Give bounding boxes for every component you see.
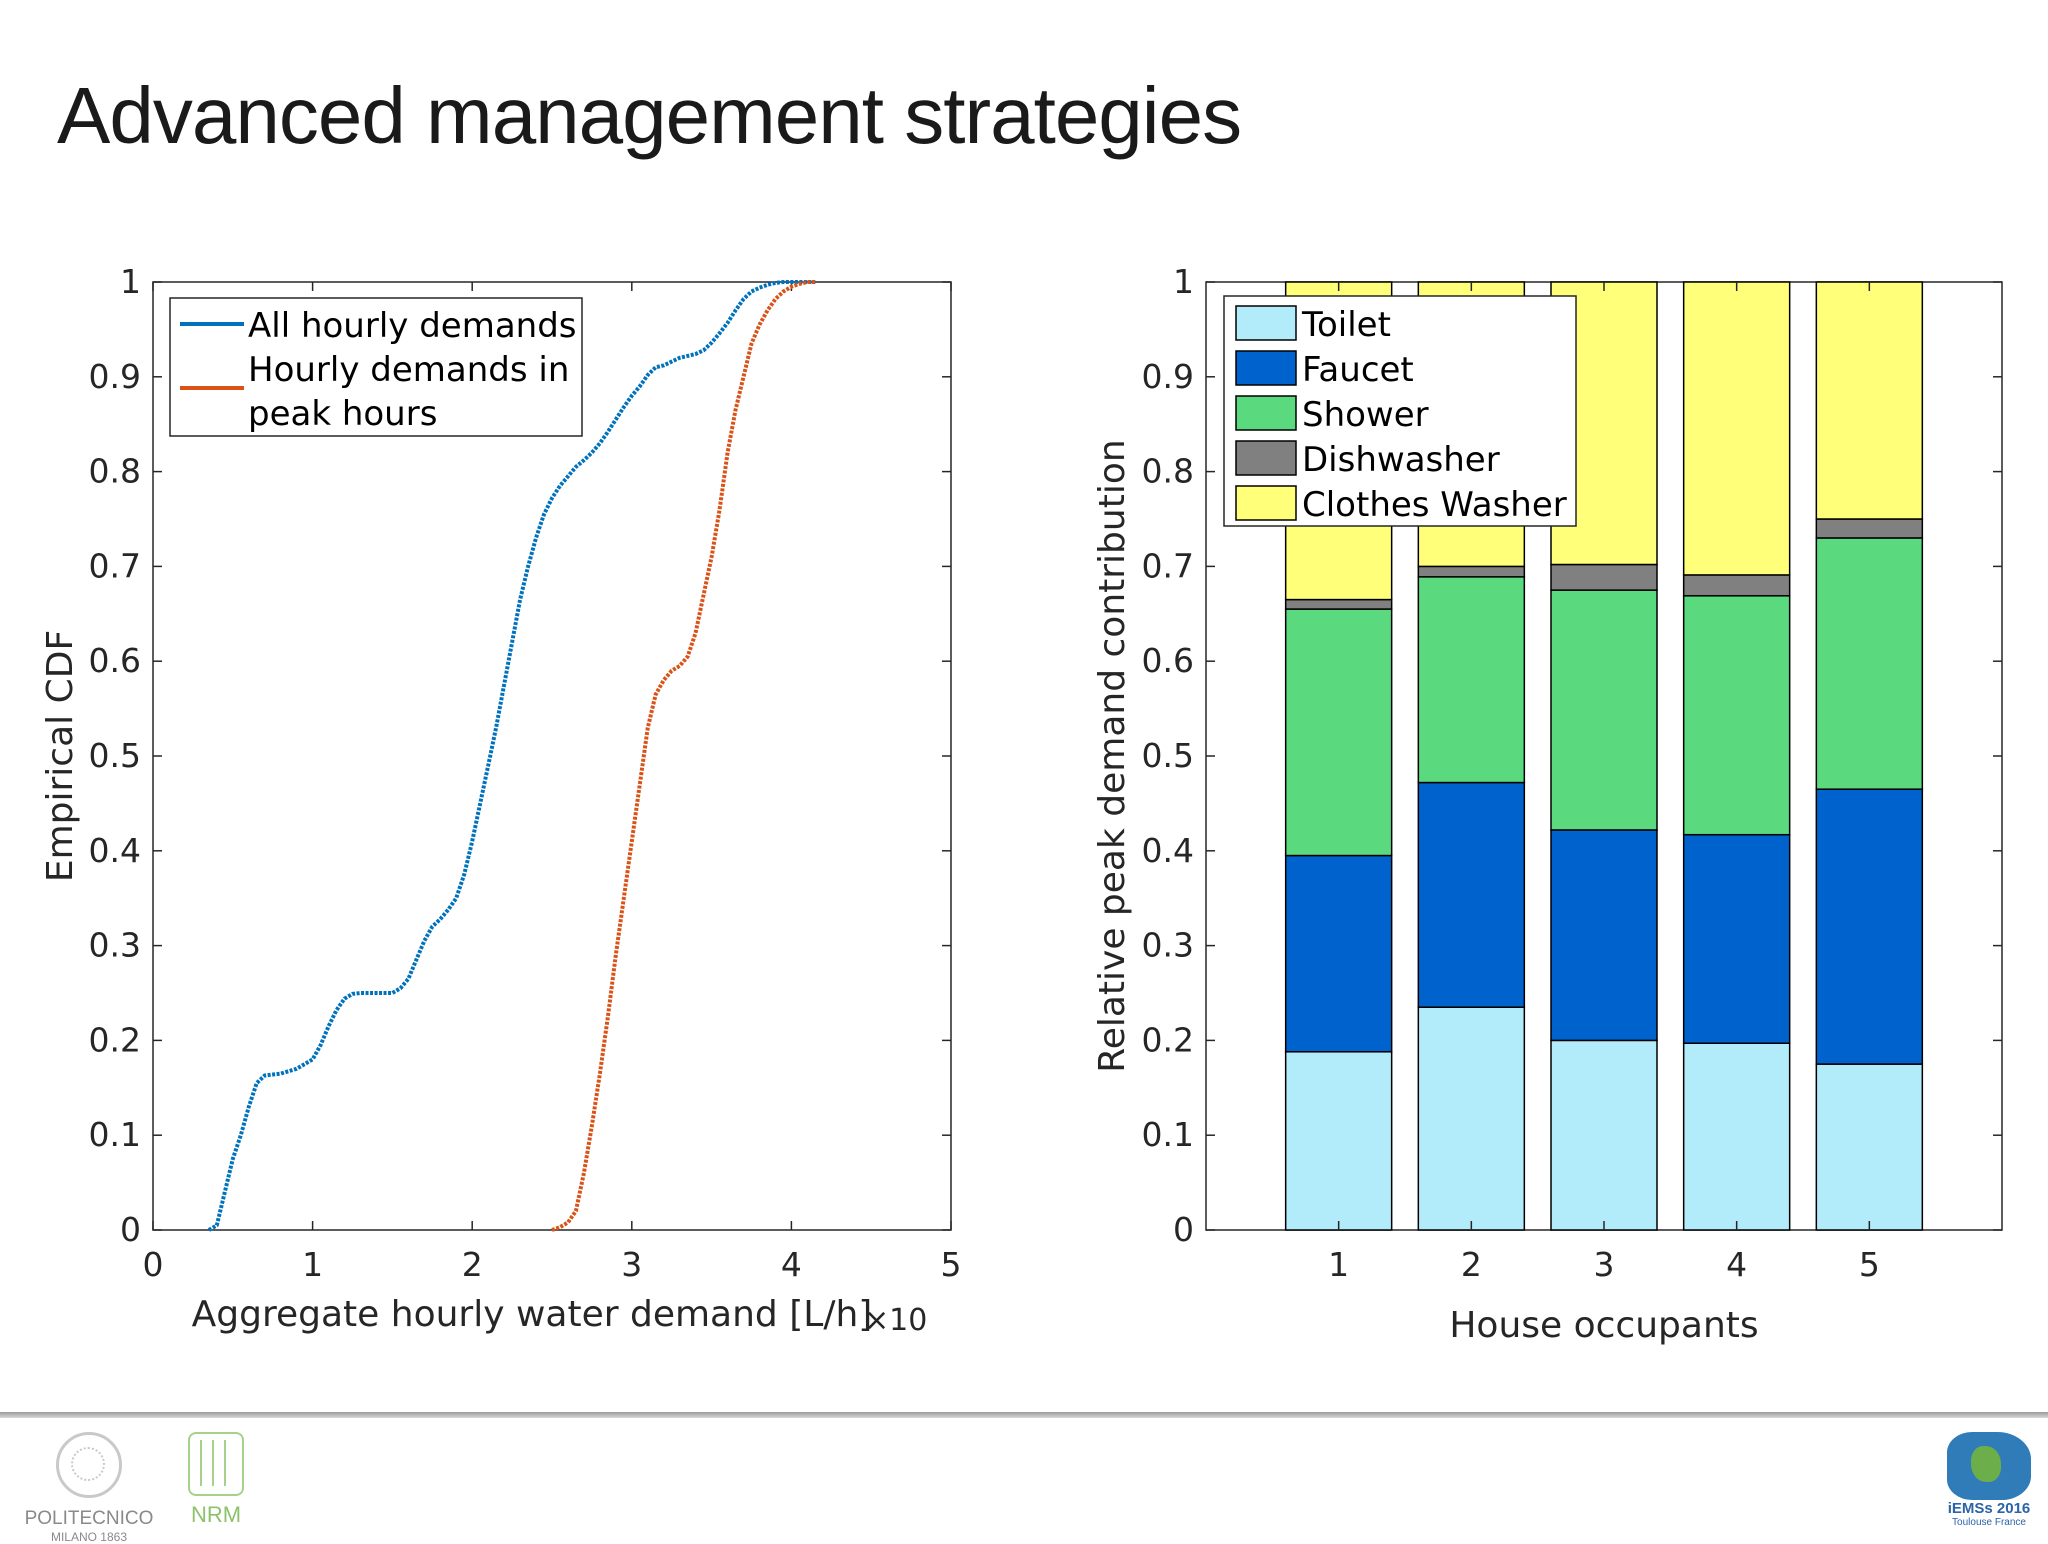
cdf-y-tick-label: 0.2 xyxy=(89,1020,141,1059)
bar-segment-clothes-washer xyxy=(1682,281,1791,576)
cdf-x-tick-label: 4 xyxy=(781,1245,802,1284)
cdf-legend xyxy=(169,297,583,437)
bar-y-tick-label: 1 xyxy=(1173,262,1194,301)
politecnico-logo: POLITECNICO MILANO 1863 xyxy=(14,1428,164,1544)
bar-y-tick-label: 0 xyxy=(1173,1210,1194,1249)
cdf-x-tick-label: 0 xyxy=(143,1245,164,1284)
bar-segment-toilet xyxy=(1815,1063,1924,1231)
politecnico-seal-icon xyxy=(56,1432,122,1498)
bar-segment-faucet xyxy=(1682,833,1791,1044)
iemss-logo: iEMSs 2016 Toulouse France xyxy=(1935,1432,2043,1528)
bar-segment-shower xyxy=(1417,576,1526,784)
bar-segment-faucet xyxy=(1550,829,1658,1042)
cdf-y-tick-label: 0.3 xyxy=(89,926,141,965)
bar-y-tick-label: 0.9 xyxy=(1142,357,1194,396)
bar-legend-label-5: Clothes Washer xyxy=(1302,485,1567,525)
bar-segment-toilet xyxy=(1550,1039,1658,1231)
bar-segment-dishwasher xyxy=(1417,565,1526,578)
bar-segment-toilet xyxy=(1682,1042,1791,1231)
cdf-y-tick-label: 0.6 xyxy=(89,641,141,680)
bar-legend-label-3: Shower xyxy=(1302,395,1429,435)
slide-title: Advanced management strategies xyxy=(57,71,1242,160)
cdf-x-tick-label: 2 xyxy=(462,1245,483,1284)
nrm-circuit-icon xyxy=(188,1432,244,1496)
bar-y-tick-label: 0.6 xyxy=(1142,641,1194,680)
bar-y-tick-label: 0.8 xyxy=(1142,452,1194,491)
cdf-series-line-2 xyxy=(551,280,816,1232)
bar-legend-label-1: Toilet xyxy=(1301,305,1391,345)
cdf-y-tick-label: 0.8 xyxy=(89,452,141,491)
bar-segment-shower xyxy=(1682,595,1791,836)
bar-segment-faucet xyxy=(1284,854,1393,1053)
footer-divider xyxy=(0,1412,2048,1418)
bar-legend-swatch-4 xyxy=(1235,440,1297,476)
cdf-x-tick-label: 5 xyxy=(941,1245,962,1284)
bar-y-tick-label: 0.1 xyxy=(1142,1115,1194,1154)
bar-legend-swatch-1 xyxy=(1235,305,1297,341)
cdf-x-axis-multiplier: ×10 xyxy=(864,1303,927,1338)
bar-x-axis-label: House occupants xyxy=(1449,1305,1758,1346)
politecnico-logo-name: POLITECNICO xyxy=(24,1508,154,1529)
bar-y-tick-label: 0.7 xyxy=(1142,546,1194,585)
bar-x-tick-label: 1 xyxy=(1328,1245,1349,1284)
bar-x-tick-label: 4 xyxy=(1726,1245,1747,1284)
bar-segment-dishwasher xyxy=(1682,574,1791,597)
bar-segment-faucet xyxy=(1417,781,1526,1008)
cdf-legend-label-2a: Hourly demands in xyxy=(248,350,569,390)
cdf-legend-label-1: All hourly demands xyxy=(248,306,577,346)
bar-y-tick-label: 0.2 xyxy=(1142,1020,1194,1059)
bar-legend-swatch-2 xyxy=(1235,350,1297,386)
bar-y-axis-label: Relative peak demand contribution xyxy=(1092,439,1133,1072)
cdf-y-tick-label: 0.7 xyxy=(89,546,141,585)
cdf-x-axis-label: Aggregate hourly water demand [L/h] xyxy=(192,1294,873,1335)
iemss-logo-name: iEMSs 2016 xyxy=(1947,1500,2031,1517)
bar-segment-shower xyxy=(1284,608,1393,857)
cdf-y-tick-label: 0 xyxy=(120,1210,141,1249)
bar-x-tick-label: 3 xyxy=(1594,1245,1615,1284)
bar-segment-clothes-washer xyxy=(1815,281,1924,520)
bar-segment-dishwasher xyxy=(1550,563,1658,591)
bar-segment-toilet xyxy=(1284,1051,1393,1231)
cdf-series-line-1 xyxy=(207,280,816,1232)
cdf-y-axis-label: Empirical CDF xyxy=(40,630,81,882)
bar-y-tick-label: 0.3 xyxy=(1142,926,1194,965)
iemss-map-icon xyxy=(1947,1432,2031,1500)
cdf-y-tick-label: 0.5 xyxy=(89,736,141,775)
nrm-logo-label: NRM xyxy=(190,1502,242,1527)
bar-y-tick-label: 0.5 xyxy=(1142,736,1194,775)
cdf-x-tick-label: 3 xyxy=(621,1245,642,1284)
bar-legend-swatch-5 xyxy=(1235,485,1297,521)
bar-segment-dishwasher xyxy=(1284,598,1393,610)
cdf-y-tick-label: 0.9 xyxy=(89,357,141,396)
bar-y-tick-label: 0.4 xyxy=(1142,831,1194,870)
bar-legend-swatch-3 xyxy=(1235,395,1297,431)
politecnico-logo-sub: MILANO 1863 xyxy=(50,1530,128,1544)
bar-segment-shower xyxy=(1815,537,1924,790)
bar-x-tick-label: 2 xyxy=(1461,1245,1482,1284)
bar-legend-label-4: Dishwasher xyxy=(1302,440,1500,480)
bar-segment-shower xyxy=(1550,589,1658,831)
cdf-y-tick-label: 0.1 xyxy=(89,1115,141,1154)
iemss-logo-sub: Toulouse France xyxy=(1952,1517,2026,1528)
bar-segment-dishwasher xyxy=(1815,518,1924,539)
bar-x-tick-label: 5 xyxy=(1859,1245,1880,1284)
bar-segment-toilet xyxy=(1417,1006,1526,1231)
cdf-y-tick-label: 1 xyxy=(120,262,141,301)
cdf-y-tick-label: 0.4 xyxy=(89,831,141,870)
bar-segment-faucet xyxy=(1815,788,1924,1065)
cdf-legend-label-2b: peak hours xyxy=(248,394,437,434)
bar-legend-label-2: Faucet xyxy=(1302,350,1414,390)
cdf-x-tick-label: 1 xyxy=(302,1245,323,1284)
nrm-logo: NRM xyxy=(184,1432,248,1528)
